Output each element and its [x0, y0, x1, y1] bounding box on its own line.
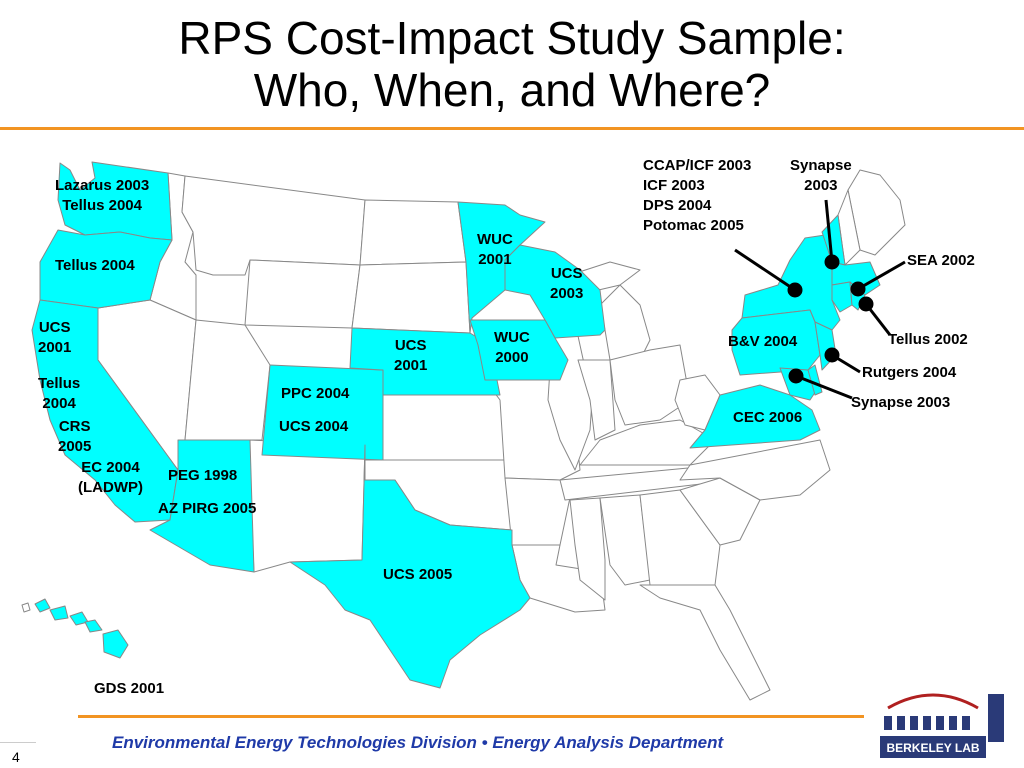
label-ca-tellus: Tellus 2004 — [38, 375, 81, 412]
state-hi-4 — [84, 619, 103, 633]
svg-text:BERKELEY LAB: BERKELEY LAB — [886, 741, 979, 755]
label-md: Synapse 2003 — [851, 394, 951, 411]
label-mn: WUC 2001 — [477, 231, 513, 268]
state-oh — [609, 344, 691, 426]
state-hi-5 — [102, 629, 129, 659]
state-me — [847, 169, 906, 256]
state-sd — [351, 261, 471, 334]
pointer-line-ma — [857, 260, 906, 291]
title-line-2: Who, When, and Where? — [253, 64, 771, 116]
state-ct — [831, 281, 853, 313]
state-fl — [639, 584, 771, 701]
label-co-ppc: PPC 2004 — [281, 385, 350, 402]
label-ne: UCS 2001 — [394, 337, 428, 374]
state-ne — [349, 327, 501, 396]
pointer-dot-vt — [824, 254, 840, 270]
state-hi-2 — [49, 605, 69, 621]
label-ca-ucs: UCS 2001 — [38, 319, 72, 356]
pointer-line-md — [795, 374, 853, 400]
state-co — [261, 364, 384, 461]
label-ia: WUC 2000 — [494, 329, 530, 366]
label-nj: Rutgers 2004 — [862, 364, 957, 381]
pointer-dot-ny — [787, 282, 803, 298]
state-va — [689, 384, 821, 449]
white-states — [97, 169, 906, 701]
state-ks — [382, 394, 506, 461]
label-wa: Lazarus 2003 Tellus 2004 — [55, 177, 150, 214]
state-ga — [639, 489, 721, 586]
label-ny: CCAP/ICF 2003 ICF 2003 DPS 2004 Potomac … — [643, 157, 752, 234]
pointer-line-vt — [824, 199, 834, 263]
highlighted-states — [31, 161, 881, 689]
state-ut — [184, 319, 271, 441]
state-nd — [359, 199, 467, 266]
pointer-dot-nj — [824, 347, 840, 363]
state-sc — [679, 477, 761, 546]
state-az — [149, 439, 255, 573]
state-ia — [469, 319, 569, 381]
state-mt — [181, 175, 366, 276]
state-in — [577, 359, 616, 441]
state-nc — [679, 439, 831, 501]
title-divider — [0, 127, 1024, 130]
state-wy — [244, 259, 361, 329]
state-de — [807, 364, 823, 396]
label-wi: UCS 2003 — [550, 265, 584, 302]
label-tx: UCS 2005 — [383, 566, 453, 583]
slide-title: RPS Cost-Impact Study Sample: Who, When,… — [0, 12, 1024, 116]
slide-number: 4 — [0, 742, 36, 768]
state-hi-0 — [21, 602, 31, 613]
footer-divider — [78, 715, 864, 718]
pointer-dot-md — [788, 368, 804, 384]
state-wi — [504, 244, 606, 339]
label-ca-ec: EC 2004 (LADWP) — [78, 459, 143, 496]
state-tx — [289, 444, 531, 689]
state-al — [599, 494, 651, 586]
label-az-pirg: AZ PIRG 2005 — [158, 500, 257, 517]
pointer-dot-ma — [850, 281, 866, 297]
state-ca — [31, 299, 179, 523]
label-va: CEC 2006 — [733, 409, 803, 426]
label-co-ucs: UCS 2004 — [279, 418, 349, 435]
label-hi: GDS 2001 — [94, 680, 165, 697]
label-az-peg: PEG 1998 — [168, 467, 238, 484]
state-or — [39, 229, 173, 309]
label-ri: Tellus 2002 — [888, 331, 968, 348]
state-mi — [599, 284, 651, 361]
state-hi-1 — [34, 598, 51, 613]
label-ma: SEA 2002 — [907, 252, 975, 269]
pointer-markers — [734, 199, 906, 400]
label-vt: Synapse 2003 — [790, 157, 852, 194]
state-nm — [247, 439, 366, 573]
pointer-line-ny — [734, 248, 796, 292]
title-line-1: RPS Cost-Impact Study Sample: — [178, 12, 846, 64]
label-ca-crs: CRS 2005 — [58, 418, 92, 455]
label-or: Tellus 2004 — [55, 257, 135, 274]
berkeley-lab-logo: BERKELEY LAB — [880, 693, 1004, 758]
pointer-dot-ri — [858, 296, 874, 312]
label-pa: B&V 2004 — [728, 333, 798, 350]
us-map — [21, 161, 906, 701]
footer-text: Environmental Energy Technologies Divisi… — [112, 733, 724, 752]
logo-arches — [884, 716, 970, 730]
